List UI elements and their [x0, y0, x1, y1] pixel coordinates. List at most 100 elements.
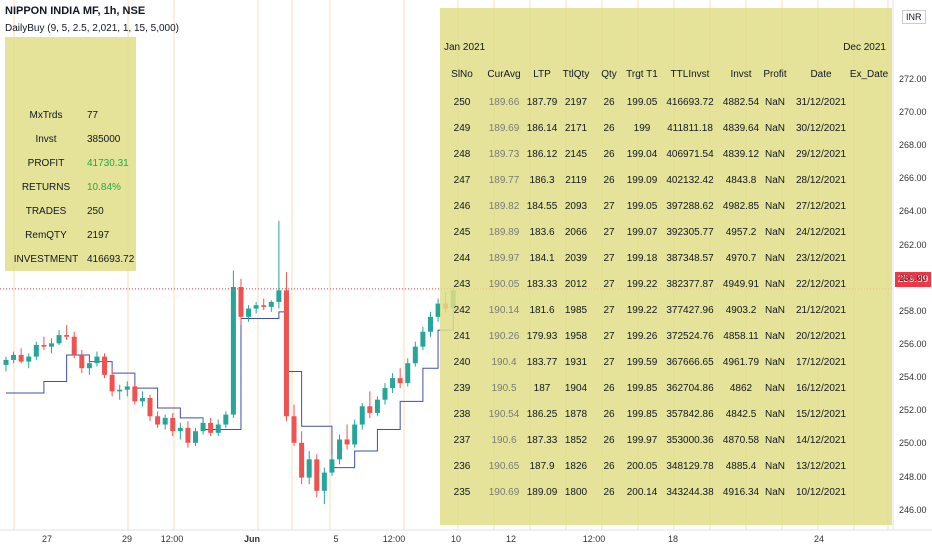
table-cell: 4862 [729, 383, 753, 394]
table-cell: 1958 [564, 331, 588, 342]
table-cell: NaN [764, 357, 786, 368]
table-cell: 250 [453, 97, 471, 108]
table-cell: 183.77 [526, 357, 558, 368]
table-cell: NaN [764, 409, 786, 420]
table-cell: NaN [764, 279, 786, 290]
stat-value: 41730.31 [87, 157, 129, 169]
table-cell: 187.79 [526, 97, 558, 108]
table-cell: 1826 [564, 461, 588, 472]
candle-body [3, 359, 9, 365]
table-cell: 190.54 [488, 409, 520, 420]
table-header-cell: Profit [763, 69, 787, 80]
table-header-cell: Ex_Date [849, 69, 889, 80]
candle-body [306, 459, 312, 478]
stat-label: MxTrds [29, 109, 63, 121]
stat-value: 77 [87, 109, 99, 121]
table-cell: 199.26 [626, 331, 658, 342]
table-cell: 26 [603, 123, 615, 134]
candle-body [397, 378, 403, 384]
table-cell: 199.22 [626, 305, 658, 316]
candle-body [170, 417, 176, 432]
table-cell: 2197 [564, 97, 588, 108]
candle-body [382, 388, 388, 400]
table-cell: 190.65 [488, 461, 520, 472]
candle-body [18, 354, 24, 362]
table-cell: 23/12/2021 [795, 253, 847, 264]
table-cell: NaN [764, 383, 786, 394]
table-cell: 353000.36 [666, 435, 714, 446]
table-cell: 199.22 [626, 279, 658, 290]
table-cell: 1904 [564, 383, 588, 394]
table-cell: 2066 [564, 227, 588, 238]
table-cell: 183.33 [526, 279, 558, 290]
table-cell: 190.14 [488, 305, 520, 316]
candle-body [64, 335, 70, 337]
table-cell: 348129.78 [666, 461, 714, 472]
candle-body [193, 431, 198, 443]
table-cell: 1852 [564, 435, 588, 446]
table-cell: 249 [453, 123, 471, 134]
table-cell: 245 [453, 227, 471, 238]
candle-body [291, 416, 297, 443]
table-cell: 27/12/2021 [795, 201, 847, 212]
table-cell: NaN [764, 253, 786, 264]
stat-row: RETURNS 10.84% [5, 177, 136, 197]
table-cell: NaN [764, 149, 786, 160]
table-cell: 241 [453, 331, 471, 342]
candle-body [238, 287, 244, 317]
candle-body [79, 354, 85, 369]
table-header-cell: Qty [601, 69, 617, 80]
candle-body [208, 422, 214, 433]
table-cell: 184.1 [529, 253, 555, 264]
candle-body [283, 290, 289, 417]
table-cell: 27 [603, 357, 615, 368]
candle-body [329, 459, 335, 473]
candle-body [139, 398, 145, 402]
table-cell: 28/12/2021 [795, 175, 847, 186]
table-cell: 4982.85 [722, 201, 760, 212]
table-cell: 183.6 [529, 227, 555, 238]
indicator-label[interactable]: DailyBuy (9, 5, 2.5, 2,021, 1, 15, 5,000… [5, 23, 179, 34]
candle-body [132, 386, 138, 402]
currency-label[interactable]: INR [902, 10, 926, 24]
table-cell: 20/12/2021 [795, 331, 847, 342]
table-cell: 4961.79 [722, 357, 760, 368]
table-cell: NaN [764, 487, 786, 498]
table-cell: 189.69 [488, 123, 520, 134]
price-tick-label: 254.00 [899, 372, 927, 383]
table-cell: 27 [603, 227, 615, 238]
table-cell: 4839.12 [722, 149, 760, 160]
table-cell: 2039 [564, 253, 588, 264]
price-tick-label: 262.00 [899, 239, 927, 250]
table-cell: 26 [603, 149, 615, 160]
table-cell: 199.09 [626, 175, 658, 186]
table-cell: 1800 [564, 487, 588, 498]
table-cell: 416693.72 [666, 97, 714, 108]
price-tick-label: 252.00 [899, 405, 927, 416]
candle-body [420, 331, 426, 347]
table-cell: 181.6 [529, 305, 555, 316]
price-tick-label: 264.00 [899, 206, 927, 217]
table-cell: 200.05 [626, 461, 658, 472]
table-cell: 190.4 [491, 357, 517, 368]
table-cell: NaN [764, 461, 786, 472]
table-cell: 199.85 [626, 409, 658, 420]
last-price-tag: 259.39 [895, 272, 931, 287]
table-cell: 1931 [564, 357, 588, 368]
stats-panel: MxTrds 77 Invst 385000 PROFIT 41730.31 RETURNS… [5, 37, 136, 271]
table-cell: 190.05 [488, 279, 520, 290]
table-cell: 187 [533, 383, 551, 394]
table-cell: 240 [453, 357, 471, 368]
table-header-cell: SlNo [451, 69, 473, 80]
candle-body [185, 427, 191, 443]
table-cell: 247 [453, 175, 471, 186]
table-cell: 190.5 [491, 383, 517, 394]
price-tick-label: 258.00 [899, 305, 927, 316]
table-cell: 377427.96 [666, 305, 714, 316]
table-cell: NaN [764, 227, 786, 238]
table-cell: 199.05 [626, 201, 658, 212]
table-cell: 22/12/2021 [795, 279, 847, 290]
table-cell: 199.97 [626, 435, 658, 446]
stat-row: MxTrds 77 [5, 105, 136, 125]
candle-body [117, 389, 123, 392]
